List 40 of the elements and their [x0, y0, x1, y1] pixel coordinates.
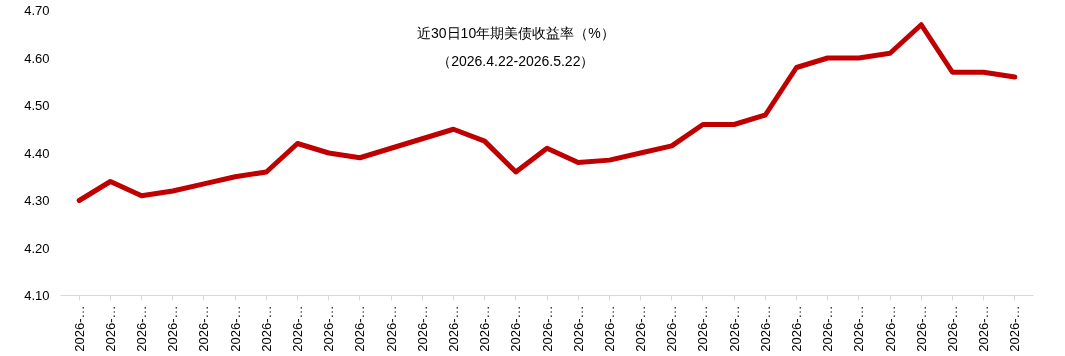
y-tick-label: 4.70: [24, 3, 50, 18]
y-tick-label: 4.40: [24, 145, 50, 161]
x-tick-label: 2026-…: [633, 305, 649, 352]
x-tick-label: 2026-…: [258, 305, 274, 352]
text: 近30日10年期美债收益率（%）: [417, 24, 615, 41]
y-tick-label: 4.30: [24, 193, 50, 208]
x-tick-label: 2026-…: [477, 305, 493, 352]
x-tick-label: 2026-…: [165, 305, 181, 352]
x-tick-label: 2026-…: [570, 305, 586, 352]
x-tick-label: 2026-…: [134, 305, 150, 352]
x-tick-label: 2026-…: [508, 305, 524, 352]
x-tick-label: 2026-…: [664, 305, 680, 352]
x-tick-label: 2026-…: [726, 305, 742, 352]
x-tick-label: 2026-…: [851, 305, 867, 352]
x-tick-label: 2026-…: [196, 305, 212, 352]
x-tick-label: 2026-…: [445, 305, 461, 352]
x-tick-label: 2026-…: [539, 305, 555, 352]
x-tick-label: 2026-…: [757, 305, 773, 352]
text: （2026.4.22-2026.5.22）: [437, 52, 595, 69]
x-tick-label: 2026-…: [71, 305, 87, 352]
y-tick-label: 4.60: [24, 50, 50, 66]
x-tick-label: 2026-…: [913, 305, 929, 352]
x-tick-label: 2026-…: [695, 305, 711, 352]
x-tick-label: 2026-…: [383, 305, 399, 352]
x-tick-label: 2026-…: [976, 305, 992, 352]
x-tick-label: 2026-…: [1007, 305, 1023, 352]
x-tick-label: 2026-…: [352, 305, 368, 352]
x-tick-label: 2026-…: [290, 305, 306, 352]
x-tick-label: 2026-…: [601, 305, 617, 352]
x-tick-label: 2026-…: [414, 305, 430, 352]
x-tick-label: 2026-…: [820, 305, 836, 352]
y-tick-label: 4.20: [24, 240, 50, 256]
y-tick-label: 4.10: [24, 288, 50, 303]
y-tick-label: 4.50: [24, 98, 50, 113]
x-tick-label: 2026-…: [102, 305, 118, 352]
x-tick-label: 2026-…: [227, 305, 243, 352]
x-tick-label: 2026-…: [944, 305, 960, 352]
x-tick-label: 2026-…: [788, 305, 804, 352]
x-tick-label: 2026-…: [321, 305, 337, 352]
x-tick-label: 2026-…: [882, 305, 898, 352]
